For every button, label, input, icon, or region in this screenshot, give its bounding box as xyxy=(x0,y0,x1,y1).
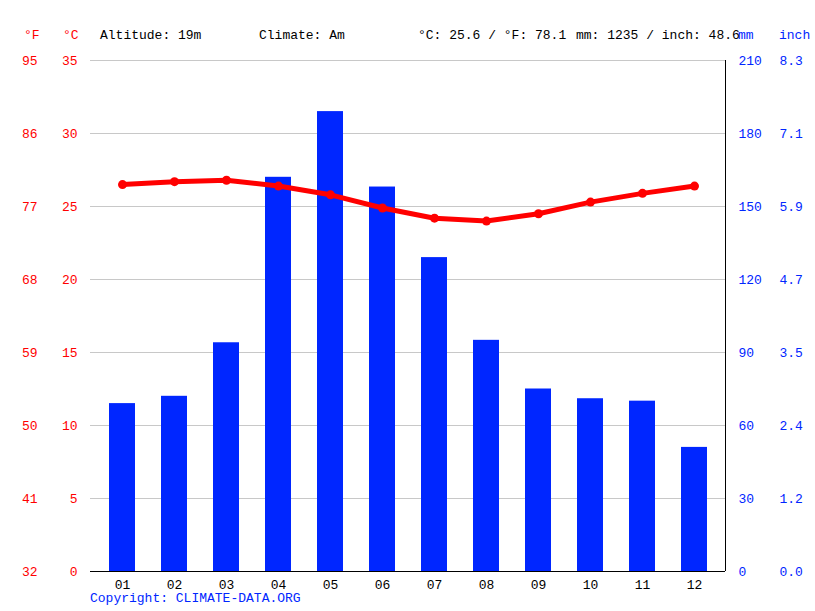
svg-text:86: 86 xyxy=(22,127,38,142)
html-text:mm: mm xyxy=(738,28,754,43)
svg-text:4.7: 4.7 xyxy=(780,273,803,288)
svg-text:41: 41 xyxy=(22,492,38,507)
svg-text:06: 06 xyxy=(375,578,391,593)
svg-text:1.2: 1.2 xyxy=(780,492,803,507)
svg-text:90: 90 xyxy=(739,346,755,361)
svg-text:12: 12 xyxy=(687,578,703,593)
svg-text:11: 11 xyxy=(635,578,651,593)
svg-text:32: 32 xyxy=(22,565,38,580)
svg-text:5: 5 xyxy=(70,492,78,507)
svg-text:02: 02 xyxy=(167,578,183,593)
svg-text:09: 09 xyxy=(531,578,547,593)
svg-text:8.3: 8.3 xyxy=(780,54,803,69)
html-text:Altitude: 19m: Altitude: 19m xyxy=(100,28,202,43)
svg-text:20: 20 xyxy=(62,273,78,288)
svg-text:95: 95 xyxy=(22,54,38,69)
svg-text:30: 30 xyxy=(739,492,755,507)
svg-text:03: 03 xyxy=(219,578,235,593)
svg-text:68: 68 xyxy=(22,273,38,288)
html-text:Copyright: CLIMATE-DATA.ORG: Copyright: CLIMATE-DATA.ORG xyxy=(90,591,301,606)
svg-text:7.1: 7.1 xyxy=(780,127,804,142)
svg-text:05: 05 xyxy=(323,578,339,593)
svg-text:50: 50 xyxy=(22,419,38,434)
html-text:Climate: Am: Climate: Am xyxy=(259,28,345,43)
svg-text:60: 60 xyxy=(739,419,755,434)
svg-text:07: 07 xyxy=(427,578,443,593)
html-text:°C: 25.6 / °F: 78.1: °C: 25.6 / °F: 78.1 xyxy=(418,28,567,43)
svg-text:0.0: 0.0 xyxy=(780,565,803,580)
svg-text:0: 0 xyxy=(739,565,747,580)
svg-text:08: 08 xyxy=(479,578,495,593)
html-text:inch: inch xyxy=(779,28,811,43)
svg-text:180: 180 xyxy=(739,127,762,142)
svg-text:150: 150 xyxy=(739,200,762,215)
svg-text:5.9: 5.9 xyxy=(780,200,803,215)
svg-text:210: 210 xyxy=(739,54,762,69)
svg-text:120: 120 xyxy=(739,273,762,288)
svg-text:04: 04 xyxy=(271,578,287,593)
svg-text:3.5: 3.5 xyxy=(780,346,803,361)
svg-text:10: 10 xyxy=(583,578,599,593)
svg-text:10: 10 xyxy=(62,419,78,434)
html-text:mm: 1235 / inch: 48.6: mm: 1235 / inch: 48.6 xyxy=(576,28,740,43)
html-text:°C: °C xyxy=(63,28,79,43)
svg-text:77: 77 xyxy=(22,200,38,215)
svg-text:30: 30 xyxy=(62,127,78,142)
svg-text:15: 15 xyxy=(62,346,78,361)
svg-text:01: 01 xyxy=(115,578,131,593)
html-text:°F: °F xyxy=(24,28,40,43)
svg-text:59: 59 xyxy=(22,346,38,361)
svg-text:25: 25 xyxy=(62,200,78,215)
svg-text:2.4: 2.4 xyxy=(780,419,804,434)
svg-text:35: 35 xyxy=(62,54,78,69)
svg-text:0: 0 xyxy=(70,565,78,580)
